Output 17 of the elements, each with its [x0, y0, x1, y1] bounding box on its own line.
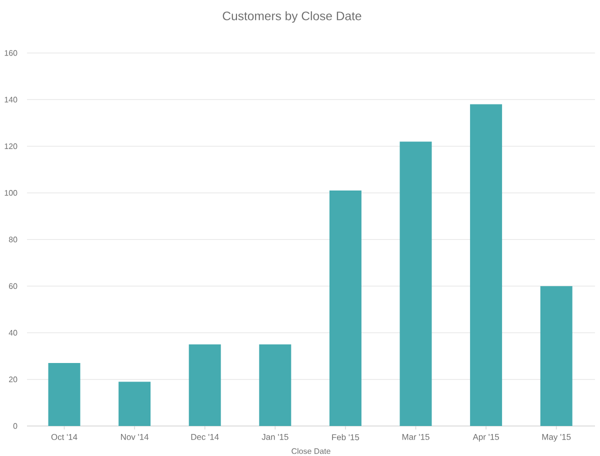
x-tick-label: Jan '15: [262, 434, 288, 440]
bar: [188, 344, 221, 426]
x-tick-label: May '15: [542, 434, 571, 442]
x-tick-label: Feb '15: [332, 434, 360, 440]
x-tick-label: Nov '14: [121, 434, 149, 440]
x-tick-label: Oct '14: [51, 434, 78, 440]
bar: [470, 104, 502, 426]
bar: [118, 382, 151, 426]
bar: [400, 142, 432, 426]
bar: [329, 190, 362, 426]
x-tick-label: Mar '15: [402, 434, 430, 440]
bar: [259, 344, 292, 426]
chart-title: Customers by Close Date: [222, 11, 362, 23]
bar: [48, 363, 80, 426]
x-tick-label: Dec '14: [191, 434, 219, 440]
x-tick-label: Apr '15: [472, 434, 499, 442]
bar: [540, 286, 572, 426]
